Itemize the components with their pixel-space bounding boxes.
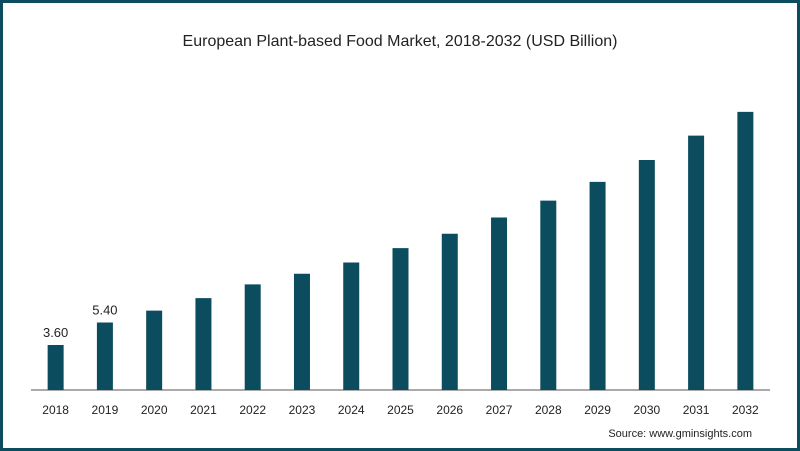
bar-2031	[688, 135, 705, 390]
x-tick-label-2023: 2023	[289, 403, 316, 417]
x-tick-label-2022: 2022	[239, 403, 266, 417]
chart-title: European Plant-based Food Market, 2018-2…	[182, 33, 618, 50]
x-tick-label-2029: 2029	[584, 403, 611, 417]
bar-2028	[540, 200, 557, 390]
bar-2019	[96, 322, 113, 390]
bar-2022	[244, 284, 261, 390]
data-label-2018: 3.60	[43, 325, 68, 340]
x-tick-label-2020: 2020	[141, 403, 168, 417]
bar-2030	[638, 160, 655, 390]
bar-2024	[343, 262, 360, 390]
data-label-2019: 5.40	[92, 303, 117, 318]
x-tick-label-2028: 2028	[535, 403, 562, 417]
bar-2018	[47, 345, 64, 390]
x-tick-label-2031: 2031	[683, 403, 710, 417]
x-tick-label-2021: 2021	[190, 403, 217, 417]
x-tick-label-2025: 2025	[387, 403, 414, 417]
x-tick-label-2018: 2018	[42, 403, 69, 417]
bar-2020	[146, 310, 163, 390]
x-tick-label-2019: 2019	[92, 403, 119, 417]
bar-2021	[195, 298, 212, 390]
x-tick-label-2030: 2030	[633, 403, 660, 417]
x-tick-label-2032: 2032	[732, 403, 759, 417]
source-note: Source: www.gminsights.com	[608, 428, 752, 440]
bar-2032	[737, 111, 754, 390]
x-tick-label-2026: 2026	[436, 403, 463, 417]
x-tick-label-2027: 2027	[486, 403, 513, 417]
bar-2027	[491, 217, 508, 390]
bar-2025	[392, 248, 409, 390]
x-tick-label-2024: 2024	[338, 403, 365, 417]
bar-2023	[293, 273, 310, 390]
bar-2029	[589, 181, 606, 390]
bar-2026	[441, 233, 458, 390]
